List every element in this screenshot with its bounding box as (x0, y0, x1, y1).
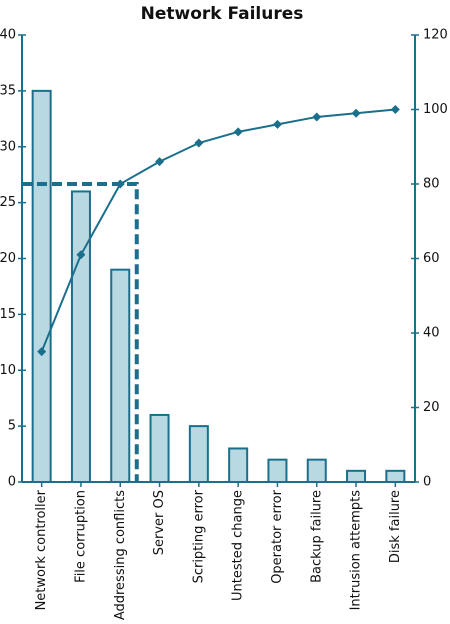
y-tick-label: 30 (0, 139, 16, 154)
bar (70, 190, 91, 483)
bar (306, 458, 327, 483)
x-tick-label: Scripting error (191, 489, 206, 583)
y2-tick-label: 40 (423, 326, 440, 341)
y-tick-label: 20 (0, 251, 16, 266)
y2-tick-label: 0 (423, 475, 431, 490)
y-tick-label: 5 (8, 419, 16, 434)
bar (228, 447, 249, 484)
y-tick-label: 0 (8, 475, 16, 490)
y2-tick-label: 120 (423, 28, 448, 43)
y-tick-label: 25 (0, 195, 16, 210)
line-marker (76, 250, 86, 260)
line-marker (37, 347, 47, 357)
threshold-line (22, 182, 139, 482)
x-tick-label: Backup failure (309, 490, 324, 583)
bar (110, 268, 131, 483)
y2-tick-label: 100 (423, 102, 448, 117)
bar (385, 469, 406, 484)
line-marker (312, 112, 322, 122)
x-tick-label: Operator error (270, 489, 285, 583)
y2-tick-label: 60 (423, 251, 440, 266)
cumulative-line (40, 108, 396, 353)
y-tick-label: 15 (0, 307, 16, 322)
chart-title: Network Failures (141, 4, 304, 24)
line-marker (233, 127, 243, 137)
y-tick-label: 10 (0, 363, 16, 378)
x-tick-label: Server OS (152, 490, 167, 555)
x-tick-label: Intrusion attempts (349, 490, 364, 611)
line-marker (351, 108, 361, 118)
x-tick-label: Network controller (34, 489, 49, 610)
x-tick-label: Addressing conflicts (113, 490, 128, 620)
y2-tick-label: 20 (423, 400, 440, 415)
bar (149, 413, 170, 484)
line-marker (194, 138, 204, 148)
y-tick-label: 35 (0, 83, 16, 98)
line-marker (272, 119, 282, 129)
y-tick-label: 40 (0, 28, 16, 43)
bar (267, 458, 288, 483)
bar (346, 469, 367, 484)
line-marker (390, 105, 400, 114)
line-marker (155, 157, 165, 167)
x-tick-label: Untested change (231, 490, 246, 601)
y2-tick-label: 80 (423, 177, 440, 192)
bar (31, 89, 52, 483)
x-tick-label: Disk failure (388, 490, 403, 563)
x-tick-label: File corruption (73, 490, 88, 583)
bar (188, 425, 209, 483)
